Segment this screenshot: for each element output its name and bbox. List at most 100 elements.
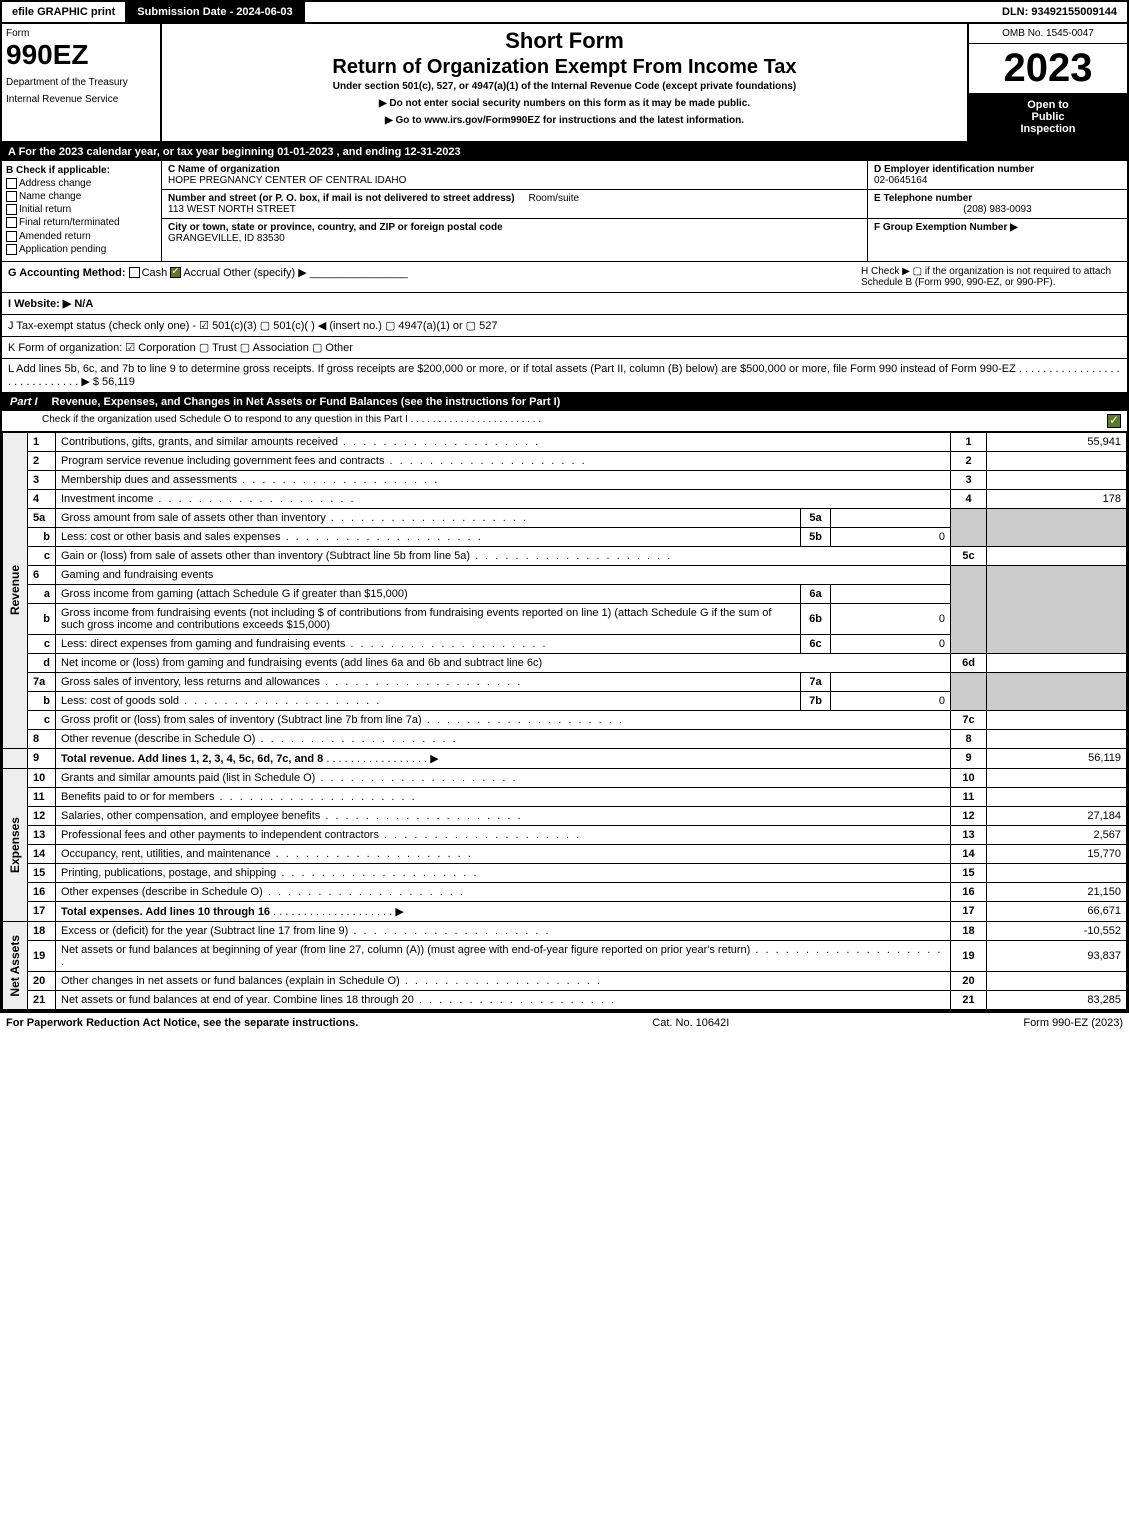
line-3-desc: Membership dues and assessments bbox=[61, 474, 439, 486]
h-check: H Check ▶ ▢ if the organization is not r… bbox=[861, 266, 1121, 288]
ein: 02-0645164 bbox=[874, 175, 927, 186]
subtitle: Under section 501(c), 527, or 4947(a)(1)… bbox=[166, 81, 963, 92]
org-street: 113 WEST NORTH STREET bbox=[168, 204, 296, 215]
line-16-desc: Other expenses (describe in Schedule O) bbox=[61, 886, 465, 898]
line-19-value: 93,837 bbox=[987, 940, 1127, 971]
footer-paperwork-notice: For Paperwork Reduction Act Notice, see … bbox=[6, 1017, 358, 1029]
line-7b-desc: Less: cost of goods sold bbox=[61, 695, 381, 707]
form-header: Form 990EZ Department of the Treasury In… bbox=[2, 24, 1127, 143]
b-label: B Check if applicable: bbox=[6, 165, 157, 176]
e-phone-label: E Telephone number bbox=[874, 193, 972, 204]
line-6b-desc: Gross income from fundraising events (no… bbox=[56, 603, 801, 634]
row-i-website: I Website: ▶ N/A bbox=[2, 293, 1127, 315]
line-6d-desc: Net income or (loss) from gaming and fun… bbox=[56, 653, 951, 672]
short-form-title: Short Form bbox=[166, 28, 963, 54]
check-name-change[interactable]: Name change bbox=[6, 191, 157, 202]
efile-print-button[interactable]: efile GRAPHIC print bbox=[2, 2, 127, 22]
return-title: Return of Organization Exempt From Incom… bbox=[166, 56, 963, 79]
row-a-calendar-year: A For the 2023 calendar year, or tax yea… bbox=[2, 143, 1127, 161]
submission-date: Submission Date - 2024-06-03 bbox=[127, 2, 304, 22]
c-street-label: Number and street (or P. O. box, if mail… bbox=[168, 193, 515, 204]
phone: (208) 983-0093 bbox=[874, 204, 1121, 215]
line-21-value: 83,285 bbox=[987, 990, 1127, 1009]
line-7a-desc: Gross sales of inventory, less returns a… bbox=[61, 676, 522, 688]
line-6-desc: Gaming and fundraising events bbox=[56, 565, 951, 584]
line-6c-desc: Less: direct expenses from gaming and fu… bbox=[61, 638, 548, 650]
line-1-value: 55,941 bbox=[987, 432, 1127, 451]
line-4-desc: Investment income bbox=[61, 493, 356, 505]
line-5b-desc: Less: cost or other basis and sales expe… bbox=[61, 531, 483, 543]
line-11-desc: Benefits paid to or for members bbox=[61, 791, 417, 803]
line-9-value: 56,119 bbox=[987, 748, 1127, 768]
check-amended-return[interactable]: Amended return bbox=[6, 231, 157, 242]
dept-irs: Internal Revenue Service bbox=[6, 94, 156, 105]
expenses-section-label: Expenses bbox=[8, 817, 22, 873]
part-1-header: Part I Revenue, Expenses, and Changes in… bbox=[2, 393, 1127, 411]
line-19-desc: Net assets or fund balances at beginning… bbox=[61, 944, 942, 968]
line-10-desc: Grants and similar amounts paid (list in… bbox=[61, 772, 518, 784]
line-9-desc: Total revenue. Add lines 1, 2, 3, 4, 5c,… bbox=[61, 753, 323, 765]
row-j-tax-exempt: J Tax-exempt status (check only one) - ☑… bbox=[2, 315, 1127, 337]
line-6c-value: 0 bbox=[831, 634, 951, 653]
line-13-value: 2,567 bbox=[987, 825, 1127, 844]
net-assets-section-label: Net Assets bbox=[8, 935, 22, 997]
check-initial-return[interactable]: Initial return bbox=[6, 204, 157, 215]
check-final-return[interactable]: Final return/terminated bbox=[6, 217, 157, 228]
line-17-desc: Total expenses. Add lines 10 through 16 bbox=[61, 906, 270, 918]
check-application-pending[interactable]: Application pending bbox=[6, 244, 157, 255]
g-cash-check[interactable] bbox=[129, 267, 140, 278]
page-footer: For Paperwork Reduction Act Notice, see … bbox=[0, 1012, 1129, 1033]
d-ein-label: D Employer identification number bbox=[874, 164, 1034, 175]
g-accrual-check[interactable] bbox=[170, 267, 181, 278]
schedule-o-checkbox[interactable] bbox=[1107, 414, 1121, 428]
omb-number: OMB No. 1545-0047 bbox=[969, 24, 1127, 44]
line-6a-desc: Gross income from gaming (attach Schedul… bbox=[56, 584, 801, 603]
line-18-value: -10,552 bbox=[987, 921, 1127, 940]
footer-form-id: Form 990-EZ (2023) bbox=[1023, 1017, 1123, 1029]
form-label: Form bbox=[6, 28, 156, 39]
section-b: B Check if applicable: Address change Na… bbox=[2, 161, 1127, 262]
footer-cat-no: Cat. No. 10642I bbox=[358, 1017, 1023, 1029]
line-17-value: 66,671 bbox=[987, 901, 1127, 921]
line-2-desc: Program service revenue including govern… bbox=[61, 455, 587, 467]
row-k-form-org: K Form of organization: ☑ Corporation ▢ … bbox=[2, 337, 1127, 359]
line-15-desc: Printing, publications, postage, and shi… bbox=[61, 867, 479, 879]
c-city-label: City or town, state or province, country… bbox=[168, 222, 503, 233]
directive-link: ▶ Go to www.irs.gov/Form990EZ for instru… bbox=[166, 115, 963, 126]
line-20-desc: Other changes in net assets or fund bala… bbox=[61, 975, 602, 987]
open-public-inspection: Open to Public Inspection bbox=[969, 93, 1127, 141]
line-1-desc: Contributions, gifts, grants, and simila… bbox=[61, 436, 540, 448]
row-g-h: G Accounting Method: Cash Accrual Other … bbox=[2, 262, 1127, 293]
revenue-section-label: Revenue bbox=[8, 565, 22, 615]
org-city: GRANGEVILLE, ID 83530 bbox=[168, 233, 285, 244]
line-5b-value: 0 bbox=[831, 527, 951, 546]
line-5c-desc: Gain or (loss) from sale of assets other… bbox=[61, 550, 672, 562]
line-12-value: 27,184 bbox=[987, 806, 1127, 825]
line-14-desc: Occupancy, rent, utilities, and maintena… bbox=[61, 848, 473, 860]
dln: DLN: 93492155009144 bbox=[992, 2, 1127, 22]
row-l-gross-receipts: L Add lines 5b, 6c, and 7b to line 9 to … bbox=[2, 359, 1127, 393]
dept-treasury: Department of the Treasury bbox=[6, 77, 156, 88]
line-16-value: 21,150 bbox=[987, 882, 1127, 901]
line-12-desc: Salaries, other compensation, and employ… bbox=[61, 810, 523, 822]
directive-ssn: ▶ Do not enter social security numbers o… bbox=[166, 98, 963, 109]
form-number: 990EZ bbox=[6, 39, 156, 71]
line-4-value: 178 bbox=[987, 489, 1127, 508]
check-address-change[interactable]: Address change bbox=[6, 178, 157, 189]
c-name-label: C Name of organization bbox=[168, 164, 280, 175]
org-name: HOPE PREGNANCY CENTER OF CENTRAL IDAHO bbox=[168, 175, 406, 186]
room-suite-label: Room/suite bbox=[528, 193, 579, 204]
top-bar: efile GRAPHIC print Submission Date - 20… bbox=[0, 0, 1129, 24]
line-13-desc: Professional fees and other payments to … bbox=[61, 829, 581, 841]
g-label: G Accounting Method: bbox=[8, 267, 126, 279]
line-14-value: 15,770 bbox=[987, 844, 1127, 863]
line-18-desc: Excess or (deficit) for the year (Subtra… bbox=[61, 925, 551, 937]
f-group-exempt-label: F Group Exemption Number ▶ bbox=[874, 222, 1018, 233]
line-8-desc: Other revenue (describe in Schedule O) bbox=[61, 733, 458, 745]
line-7c-desc: Gross profit or (loss) from sales of inv… bbox=[61, 714, 624, 726]
tax-year: 2023 bbox=[969, 44, 1127, 93]
line-7b-value: 0 bbox=[831, 691, 951, 710]
line-6b-value: 0 bbox=[831, 603, 951, 634]
part-1-schedule-o-check: Check if the organization used Schedule … bbox=[2, 411, 1127, 432]
line-21-desc: Net assets or fund balances at end of ye… bbox=[61, 994, 616, 1006]
